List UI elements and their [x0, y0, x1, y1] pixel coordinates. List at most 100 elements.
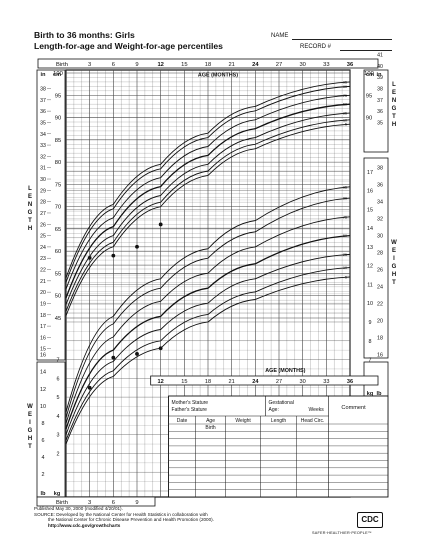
right-lb-unit: lb [377, 391, 383, 397]
left-in-tick: 15 [40, 347, 46, 353]
mid-age-tick: 12 [158, 379, 164, 385]
right-weight-letter: E [392, 248, 396, 254]
left-kg-tick: 2 [57, 451, 60, 457]
footer-source-cont: the National Center for Chronic Disease … [48, 517, 214, 523]
comment-header: Comment [341, 405, 366, 411]
weight-percentile-50 [65, 234, 351, 430]
weight-percentile-90 [65, 197, 351, 418]
left-lb-tick: 10 [40, 404, 46, 410]
left-weight-letter: E [28, 412, 32, 418]
fathers-stature-label: Father's Stature [172, 407, 208, 413]
left-in-tick: 22 [40, 268, 46, 274]
weight-data-point [158, 346, 163, 351]
weight-percentile-10 [65, 267, 351, 441]
mid-age-tick: 18 [205, 379, 211, 385]
footer-url[interactable]: http://www.cdc.gov/growthcharts [48, 522, 121, 528]
mid-age-tick: 33 [323, 379, 329, 385]
right-cm-tick: 90 [366, 116, 372, 122]
length-percentile-95 [65, 81, 351, 279]
right-in-tick: 41 [377, 53, 383, 59]
left-lb-tick: 14 [40, 370, 46, 376]
top-age-tick: 18 [205, 62, 211, 68]
right-lb-tick: 32 [377, 216, 383, 222]
left-length-letter: N [28, 202, 32, 208]
weight-percentile-5 [65, 276, 351, 445]
length-percentile-label: 10 [343, 118, 347, 122]
name-field[interactable] [292, 39, 392, 40]
top-age-tick: 6 [112, 62, 115, 68]
cdc-logo: CDC [357, 512, 383, 528]
weight-data-point [135, 352, 139, 356]
weight-percentile-25 [65, 253, 351, 435]
right-length-letter: H [392, 122, 396, 128]
top-age-axis-label: AGE (MONTHS) [198, 73, 238, 79]
right-in-tick: 40 [377, 64, 383, 70]
bottom-age-tick: 6 [112, 500, 115, 506]
left-weight-letter: W [27, 404, 33, 410]
right-cm-tick: 95 [366, 93, 372, 99]
left-in-tick: 19 [40, 301, 46, 307]
left-length-letter: E [28, 194, 32, 200]
right-kg-tick: 13 [367, 245, 373, 251]
left-cm-tick: 90 [55, 116, 61, 122]
top-age-ruler [37, 58, 379, 69]
gestational-age-label: Age: [269, 407, 279, 413]
left-length-letter: G [28, 210, 33, 216]
left-cm-tick: 70 [55, 205, 61, 211]
length-percentile-label: 50 [343, 103, 347, 107]
length-percentile-label: 90 [343, 85, 347, 89]
top-age-tick: 36 [347, 62, 354, 68]
left-in-tick: 24 [40, 245, 46, 251]
measurement-table [168, 395, 389, 498]
right-kg-tick: 9 [369, 320, 372, 326]
right-kg-tick: 16 [367, 189, 373, 195]
left-lb-unit: lb [41, 491, 47, 497]
left-weight-letter: H [28, 436, 32, 442]
chart-title-line1: Birth to 36 months: Girls [34, 30, 135, 40]
record-field[interactable] [340, 50, 392, 51]
left-cm-tick: 80 [55, 160, 61, 166]
left-length-letter: L [28, 186, 32, 192]
right-weight-letter: G [392, 264, 397, 270]
right-cm-unit: cm [366, 72, 374, 78]
left-kg-tick: 3 [57, 433, 60, 439]
mid-age-tick: 21 [229, 379, 235, 385]
right-kg-tick: 10 [367, 301, 373, 307]
left-in-tick: 28 [40, 200, 46, 206]
bottom-age-tick: Birth [56, 500, 68, 506]
left-lb-tick: 2 [42, 472, 45, 478]
length-percentile-75 [65, 94, 351, 290]
chart-title-line2: Length-for-age and Weight-for-age percen… [34, 41, 223, 51]
left-in-tick: 36 [40, 109, 46, 115]
left-in-tick: 20 [40, 290, 46, 296]
length-percentile-10 [65, 119, 351, 312]
left-lb-tick: 8 [42, 421, 45, 427]
right-length-letter: T [392, 114, 396, 120]
left-kg-unit: kg [54, 491, 60, 497]
top-age-tick: Birth [56, 62, 68, 68]
weight-percentile-label: 25 [343, 253, 347, 257]
weight-data-point [111, 355, 116, 360]
gestational-label: Gestational [269, 400, 294, 406]
right-in-tick: 36 [377, 109, 383, 115]
left-in-tick: 23 [40, 256, 46, 262]
table-col-header: Length [271, 418, 287, 424]
top-age-tick: 24 [252, 62, 259, 68]
right-lb-tick: 36 [377, 182, 383, 188]
top-age-tick: 3 [88, 62, 91, 68]
right-in-unit: in [377, 72, 383, 78]
right-lb-tick: 30 [377, 233, 383, 239]
right-lb-tick: 20 [377, 319, 383, 325]
right-lb-tick: 26 [377, 268, 383, 274]
top-age-tick: 27 [276, 62, 282, 68]
left-weight-letter: G [28, 428, 33, 434]
table-col-header: Date [177, 418, 188, 424]
weight-percentile-label: 50 [343, 234, 347, 238]
left-in-tick: 34 [40, 132, 46, 138]
left-in-tick: 37 [40, 98, 46, 104]
left-kg-tick: 4 [57, 414, 60, 420]
weight-percentile-label: 5 [345, 275, 347, 279]
mid-age-tick: 30 [300, 379, 306, 385]
left-kg-tick: 7 [57, 358, 60, 364]
